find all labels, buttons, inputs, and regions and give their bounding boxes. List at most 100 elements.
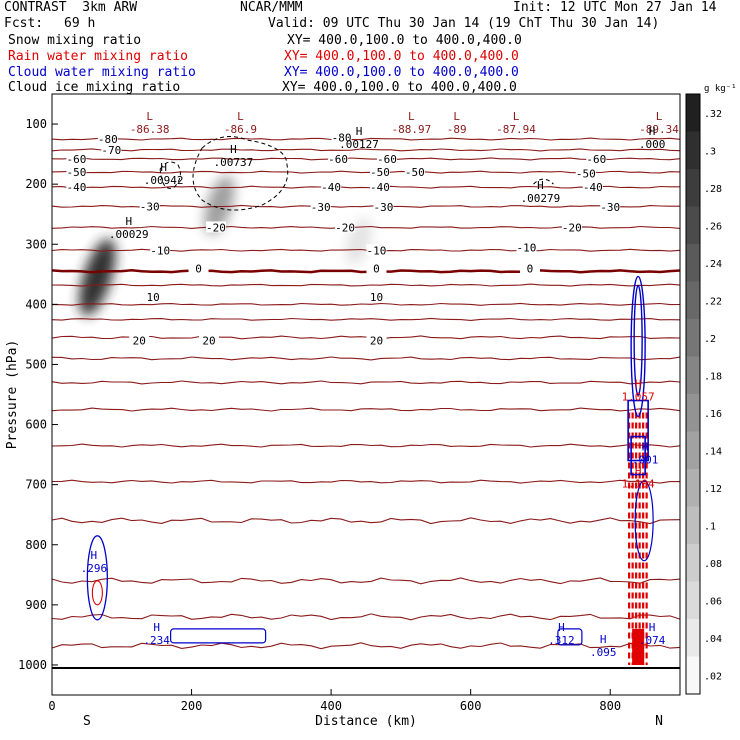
extremum-value-19: .074	[639, 634, 666, 647]
extremum-kind-15: H	[91, 549, 98, 562]
contour-label-bg-17	[373, 200, 394, 212]
colorbar-bin-5	[686, 469, 700, 507]
field-cloud-water-xy: XY= 400.0,100.0 to 400.0,400.0	[284, 65, 519, 80]
temperature-contour-14	[51, 380, 681, 385]
contour-label-0: -80	[98, 133, 118, 146]
extremum-kind-11: H	[125, 215, 132, 228]
extremum-value-8: .00942	[144, 174, 184, 187]
colorbar-bin-8	[686, 356, 700, 394]
extremum-kind-7: H	[230, 143, 237, 156]
contour-label-bg-5	[376, 152, 397, 164]
extremum-kind-5: L	[656, 110, 663, 123]
colorbar-frame	[685, 93, 701, 695]
cloud-ice-contour-3	[533, 178, 554, 185]
contour-label-29: 10	[370, 291, 383, 304]
colorbar-bin-2	[686, 581, 700, 619]
y-tick-label-3: 400	[25, 297, 47, 311]
contour-label-bg-20	[335, 221, 356, 233]
colorbar-label-4: .1	[704, 521, 716, 532]
contour-label-24: -10	[517, 241, 537, 254]
x-tick-label-3: 600	[460, 699, 482, 713]
extremum-kind-17: H	[558, 621, 565, 634]
contour-label-bg-15	[139, 200, 160, 212]
contour-label-5: -60	[377, 153, 397, 166]
extremum-kind-4: L	[513, 110, 520, 123]
contour-label-32: 20	[370, 334, 383, 347]
extremum-kind-10: H	[649, 125, 656, 138]
colorbar-label-6: .14	[704, 446, 722, 457]
colorbar-label-5: .12	[704, 484, 722, 495]
colorbar-bin-12	[686, 206, 700, 244]
cloud-water-box-2	[630, 435, 646, 476]
contour-label-4: -60	[328, 153, 348, 166]
extremum-value-1: -86.9	[224, 123, 257, 136]
contour-label-17: -30	[374, 201, 394, 214]
contour-label-bg-18	[600, 200, 621, 212]
init-time: Init: 12 UTC Mon 27 Jan 14	[513, 0, 717, 15]
colorbar-bin-10	[686, 281, 700, 319]
contour-label-bg-32	[366, 334, 387, 346]
colorbar-bin-13	[686, 169, 700, 207]
colorbar-bin-11	[686, 244, 700, 282]
extremum-value-17: .312	[548, 634, 575, 647]
y-tick-label-5: 600	[25, 418, 47, 432]
extremum-value-13: .001	[632, 454, 659, 467]
valid-time: Valid: 09 UTC Thu 30 Jan 14 (19 ChT Thu …	[268, 16, 660, 31]
colorbar-bin-4	[686, 506, 700, 544]
contour-label-1: -80	[332, 131, 352, 144]
colorbar-bin-0	[686, 656, 700, 694]
colorbar-label-0: .02	[704, 671, 722, 682]
y-tick-label-1: 200	[25, 177, 47, 191]
temperature-contour-4	[51, 185, 680, 189]
colorbar-label-13: .28	[704, 184, 722, 195]
colorbar-label-8: .18	[704, 371, 722, 382]
extremum-kind-19: H	[649, 621, 656, 634]
colorbar-bin-9	[686, 319, 700, 357]
forecast-label: Fcst:	[4, 16, 44, 31]
contour-label-bg-21	[561, 221, 582, 233]
extremum-value-6: .00127	[339, 138, 379, 151]
colorbar-label-1: .04	[704, 634, 722, 645]
cloud-water-contour-inner	[633, 284, 643, 397]
contour-label-16: -30	[311, 201, 331, 214]
y-tick-label-9: 1000	[18, 658, 47, 672]
contour-label-bg-27	[519, 262, 540, 274]
contour-label-18: -30	[600, 201, 620, 214]
cloud-water-contour-lower	[634, 480, 654, 562]
colorbar-label-3: .08	[704, 559, 722, 570]
contour-label-bg-6	[586, 152, 607, 164]
cloud-ice-contour-1	[192, 136, 289, 211]
rain-south	[91, 580, 103, 606]
cloud-water-low-1	[170, 628, 267, 644]
temperature-contour-1	[51, 148, 681, 152]
contour-label-bg-31	[199, 334, 219, 346]
temperature-contour-18	[51, 517, 681, 525]
colorbar-label-12: .26	[704, 221, 722, 232]
extremum-kind-16: H	[153, 621, 160, 634]
field-cloud-ice-name: Cloud ice mixing ratio	[8, 80, 181, 95]
colorbar-label-7: .16	[704, 409, 722, 420]
forecast-hours: 69 h	[64, 16, 96, 31]
colorbar-bin-3	[686, 544, 700, 582]
field-rain-xy: XY= 400.0,100.0 to 400.0,400.0	[284, 49, 519, 64]
contour-label-bg-16	[310, 200, 331, 212]
contour-label-bg-23	[366, 244, 387, 256]
temperature-contour-16	[51, 443, 681, 448]
field-rain-name: Rain water mixing ratio	[8, 49, 189, 64]
y-tick-label-2: 300	[25, 237, 47, 251]
y-tick-label-0: 100	[25, 117, 47, 131]
extremum-value-11: .00029	[109, 228, 149, 241]
contour-label-bg-24	[516, 241, 537, 253]
x-tick-label-1: 200	[181, 699, 203, 713]
extremum-kind-6: H	[356, 125, 363, 138]
contour-label-bg-13	[369, 181, 390, 193]
extremum-kind-3: L	[453, 110, 460, 123]
contour-label-bg-0	[97, 133, 118, 145]
model-title: CONTRAST 3km ARW	[4, 0, 138, 15]
extremum-kind-2: L	[408, 110, 415, 123]
colorbar-label-14: .3	[704, 146, 716, 157]
contour-label-bg-14	[582, 181, 603, 193]
extremum-value-15: .296	[81, 562, 108, 575]
contour-label-8: -50	[370, 166, 390, 179]
